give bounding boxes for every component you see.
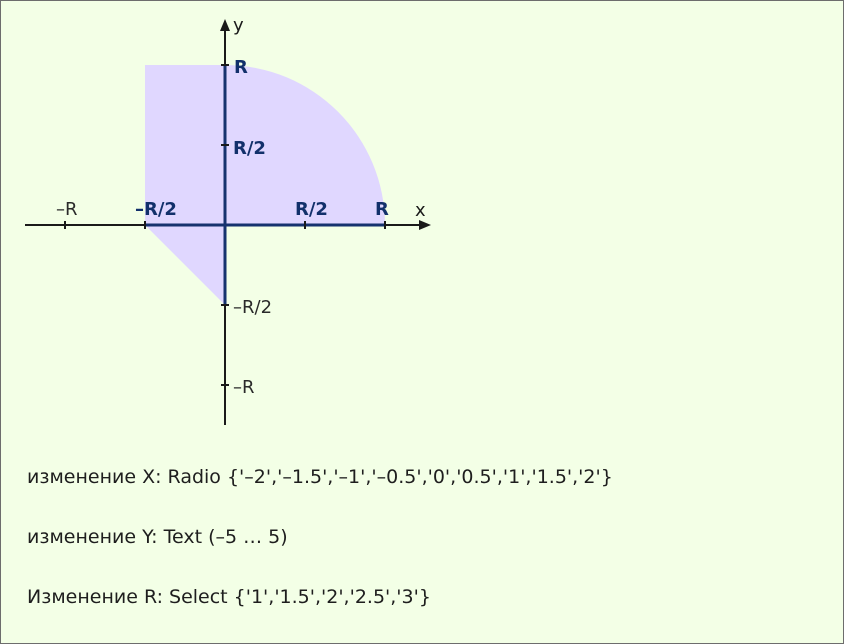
task-r-description: Изменение R: Select {'1','1.5','2','2.5'… bbox=[27, 586, 431, 608]
tick-label-x-neg-half: –R/2 bbox=[135, 199, 177, 220]
task-y-description: изменение Y: Text (–5 … 5) bbox=[27, 526, 288, 548]
coordinate-diagram: x y –R –R/2 R/2 R R R/2 –R/2 –R bbox=[25, 15, 431, 425]
task-x-description: изменение X: Radio {'–2','–1.5','–1','–0… bbox=[27, 466, 613, 488]
area-region bbox=[145, 65, 385, 305]
x-axis-arrow bbox=[419, 220, 431, 230]
y-axis-arrow bbox=[220, 19, 230, 31]
tick-label-x-neg-r: –R bbox=[56, 199, 78, 220]
y-axis-label: y bbox=[233, 15, 244, 36]
tick-label-y-pos-half: R/2 bbox=[233, 138, 266, 159]
tick-label-y-neg-r: –R bbox=[233, 377, 255, 398]
x-axis-label: x bbox=[415, 200, 426, 221]
tick-label-x-pos-r: R bbox=[375, 199, 389, 220]
tick-label-x-pos-half: R/2 bbox=[295, 199, 328, 220]
tick-label-y-neg-half: –R/2 bbox=[233, 297, 272, 318]
tick-label-y-pos-r: R bbox=[234, 57, 248, 78]
